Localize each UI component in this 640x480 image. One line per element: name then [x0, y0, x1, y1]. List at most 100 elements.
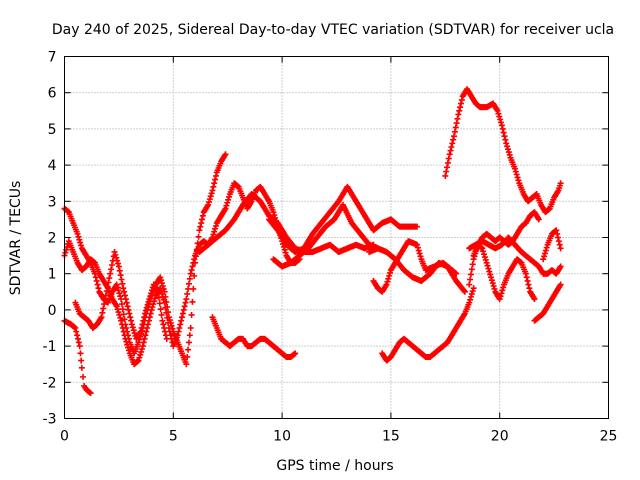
data-point [524, 277, 531, 284]
data-point [115, 309, 122, 316]
y-tick-label: 3 [48, 194, 57, 210]
data-point [482, 256, 489, 263]
data-point [126, 310, 133, 317]
data-point [222, 205, 229, 212]
data-point [499, 125, 506, 132]
data-point [141, 335, 148, 342]
data-point [146, 296, 153, 303]
data-point [100, 305, 107, 312]
data-point [115, 260, 122, 267]
data-point [553, 227, 560, 234]
data-point [77, 239, 84, 246]
data-point [179, 310, 186, 317]
data-point [187, 270, 194, 277]
data-point [531, 296, 538, 303]
series-l [442, 86, 564, 216]
y-tick-label: 0 [48, 303, 57, 319]
data-point [115, 263, 122, 270]
data-point [99, 309, 106, 316]
data-point [143, 304, 150, 311]
data-point [505, 149, 512, 156]
data-point [557, 281, 564, 288]
series-k [379, 285, 477, 364]
data-point [453, 120, 460, 127]
data-point [186, 332, 193, 339]
data-point [483, 259, 490, 266]
data-point [155, 288, 162, 295]
data-point [192, 259, 199, 266]
data-point [168, 322, 175, 329]
data-point [162, 332, 169, 339]
data-point [177, 321, 184, 328]
data-point [489, 280, 496, 287]
data-point [456, 107, 463, 114]
data-point [504, 146, 511, 153]
data-point [479, 245, 486, 252]
data-point [142, 332, 149, 339]
data-point [226, 193, 233, 200]
data-point [141, 314, 148, 321]
data-point [466, 281, 473, 288]
data-point [179, 314, 186, 321]
data-point [206, 196, 213, 203]
data-point [471, 253, 478, 260]
data-point [169, 325, 176, 332]
data-point [497, 116, 504, 123]
data-point [185, 339, 192, 346]
data-point [120, 311, 127, 318]
y-tick-label: -3 [43, 412, 57, 428]
data-point [121, 316, 128, 323]
data-point [225, 196, 232, 203]
data-layer [61, 86, 564, 397]
data-point [541, 253, 548, 260]
data-point [469, 288, 476, 295]
data-point [205, 199, 212, 206]
data-point [78, 364, 85, 371]
series-a [61, 317, 94, 397]
data-point [192, 253, 199, 260]
data-point [485, 265, 492, 272]
data-point [197, 223, 204, 230]
data-point [158, 280, 165, 287]
data-point [167, 319, 174, 326]
data-point [487, 271, 494, 278]
data-point [182, 299, 189, 306]
data-point [75, 233, 82, 240]
data-point [79, 373, 86, 380]
data-point [468, 290, 475, 297]
axes: 0 5 10 15 20 25 -3 -2 -1 0 1 2 3 4 5 6 7 [43, 50, 618, 445]
data-point [131, 330, 138, 337]
data-point [469, 261, 476, 268]
data-point [470, 256, 477, 263]
data-point [78, 242, 85, 249]
data-point [178, 317, 185, 324]
data-point [461, 287, 468, 294]
data-point [444, 164, 451, 171]
data-point [457, 104, 464, 111]
data-point [163, 335, 170, 342]
data-point [76, 236, 83, 243]
data-point [162, 328, 169, 335]
data-point [467, 271, 474, 278]
data-point [119, 306, 126, 313]
data-point [101, 301, 108, 308]
data-point [555, 238, 562, 245]
series-c [61, 151, 229, 368]
data-point [506, 151, 513, 158]
data-point [501, 133, 508, 140]
data-point [186, 275, 193, 282]
data-point [117, 272, 124, 279]
data-point [503, 140, 510, 147]
data-point [140, 339, 147, 346]
data-point [161, 288, 168, 295]
data-point [454, 115, 461, 122]
data-point [555, 234, 562, 241]
data-point [491, 285, 498, 292]
data-point [481, 254, 488, 261]
data-point [180, 306, 187, 313]
data-point [78, 357, 85, 364]
data-point [142, 310, 149, 317]
data-point [498, 122, 505, 129]
data-point [222, 151, 229, 158]
data-point [165, 309, 172, 316]
